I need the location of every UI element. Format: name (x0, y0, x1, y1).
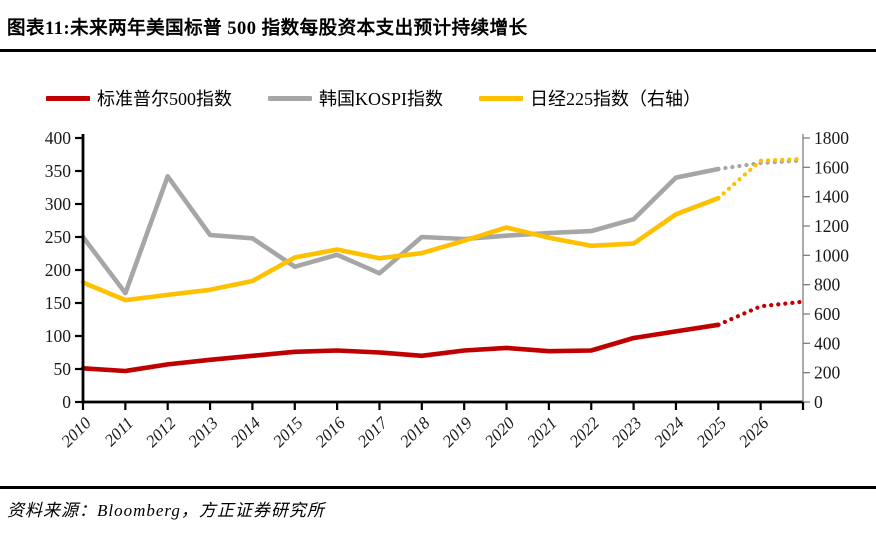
chart-title: 图表11:未来两年美国标普 500 指数每股资本支出预计持续增长 (7, 19, 528, 39)
x-axis-tick-label: 2018 (396, 413, 434, 451)
right-axis-tick-label: 1400 (814, 187, 849, 207)
right-axis-tick-label: 800 (814, 275, 841, 295)
x-axis-tick-label: 2025 (693, 413, 730, 450)
series-line-solid-1 (80, 166, 721, 296)
right-axis-tick-label: 1800 (814, 128, 849, 148)
left-axis-tick-label: 150 (45, 293, 72, 313)
kospi-line-swatch (268, 95, 312, 101)
legend-label-sp500: 标准普尔500指数 (97, 89, 232, 109)
series-line-solid-2 (80, 195, 721, 303)
left-axis-tick-label: 250 (45, 227, 72, 247)
x-axis-tick-label: 2015 (269, 413, 306, 450)
series-line-forecast-2 (716, 156, 806, 201)
nikkei-line-swatch (479, 95, 524, 101)
legend-label-nikkei: 日经225指数（右轴） (530, 89, 702, 109)
x-axis-tick-label: 2024 (650, 413, 688, 451)
title-divider (0, 49, 876, 52)
left-axis-tick-label: 400 (45, 128, 72, 148)
chart-legend: 标准普尔500指数 韩国KOSPI指数 日经225指数（右轴） (46, 85, 701, 111)
sp500-line-swatch (46, 95, 90, 101)
right-axis-tick-label: 1200 (814, 216, 849, 236)
legend-item-nikkei: 日经225指数（右轴） (479, 85, 701, 111)
right-axis-tick-label: 200 (814, 363, 841, 383)
footer-divider (0, 486, 876, 489)
x-axis-tick-label: 2013 (184, 413, 221, 450)
legend-label-kospi: 韩国KOSPI指数 (319, 89, 444, 109)
left-axis-tick-label: 50 (54, 359, 72, 379)
series-line-forecast-0 (716, 299, 806, 327)
x-axis-tick-label: 2014 (227, 413, 265, 451)
left-axis-tick-label: 200 (45, 260, 72, 280)
source-note: 资料来源：Bloomberg，方正证券研究所 (7, 501, 325, 520)
x-axis-tick-label: 2026 (735, 413, 773, 451)
left-axis-tick-label: 300 (45, 194, 72, 214)
x-axis-tick-label: 2019 (439, 413, 477, 451)
legend-item-sp500: 标准普尔500指数 (46, 85, 232, 111)
x-axis-tick-label: 2022 (566, 413, 604, 451)
plot-area: 0 50 100 150 200 250 300 350 400 0 200 400 600 800 100… (0, 118, 876, 480)
x-axis-tick-label: 2021 (523, 413, 560, 450)
right-axis-tick-label: 1000 (814, 245, 849, 265)
left-axis-tick-label: 100 (45, 326, 72, 346)
x-axis-tick-label: 2023 (608, 413, 645, 450)
x-axis-tick-label: 2020 (481, 413, 519, 451)
left-axis-tick-label: 0 (62, 392, 71, 412)
x-axis-tick-label: 2011 (101, 413, 138, 450)
legend-item-kospi: 韩国KOSPI指数 (268, 85, 443, 111)
x-axis-tick-label: 2016 (311, 413, 349, 451)
left-axis-tick-label: 350 (45, 161, 72, 181)
right-axis-tick-label: 0 (814, 392, 823, 412)
x-axis-tick-label: 2017 (354, 412, 393, 451)
right-axis-tick-label: 400 (814, 333, 841, 353)
series-line-solid-0 (80, 322, 721, 374)
right-axis-tick-label: 600 (814, 304, 841, 324)
x-axis-tick-label: 2012 (142, 413, 180, 451)
right-axis-tick-label: 1600 (814, 157, 849, 177)
x-axis-tick-label: 2010 (57, 413, 95, 451)
line-chart: 0 50 100 150 200 250 300 350 400 0 200 400 600 800 100… (45, 128, 850, 451)
